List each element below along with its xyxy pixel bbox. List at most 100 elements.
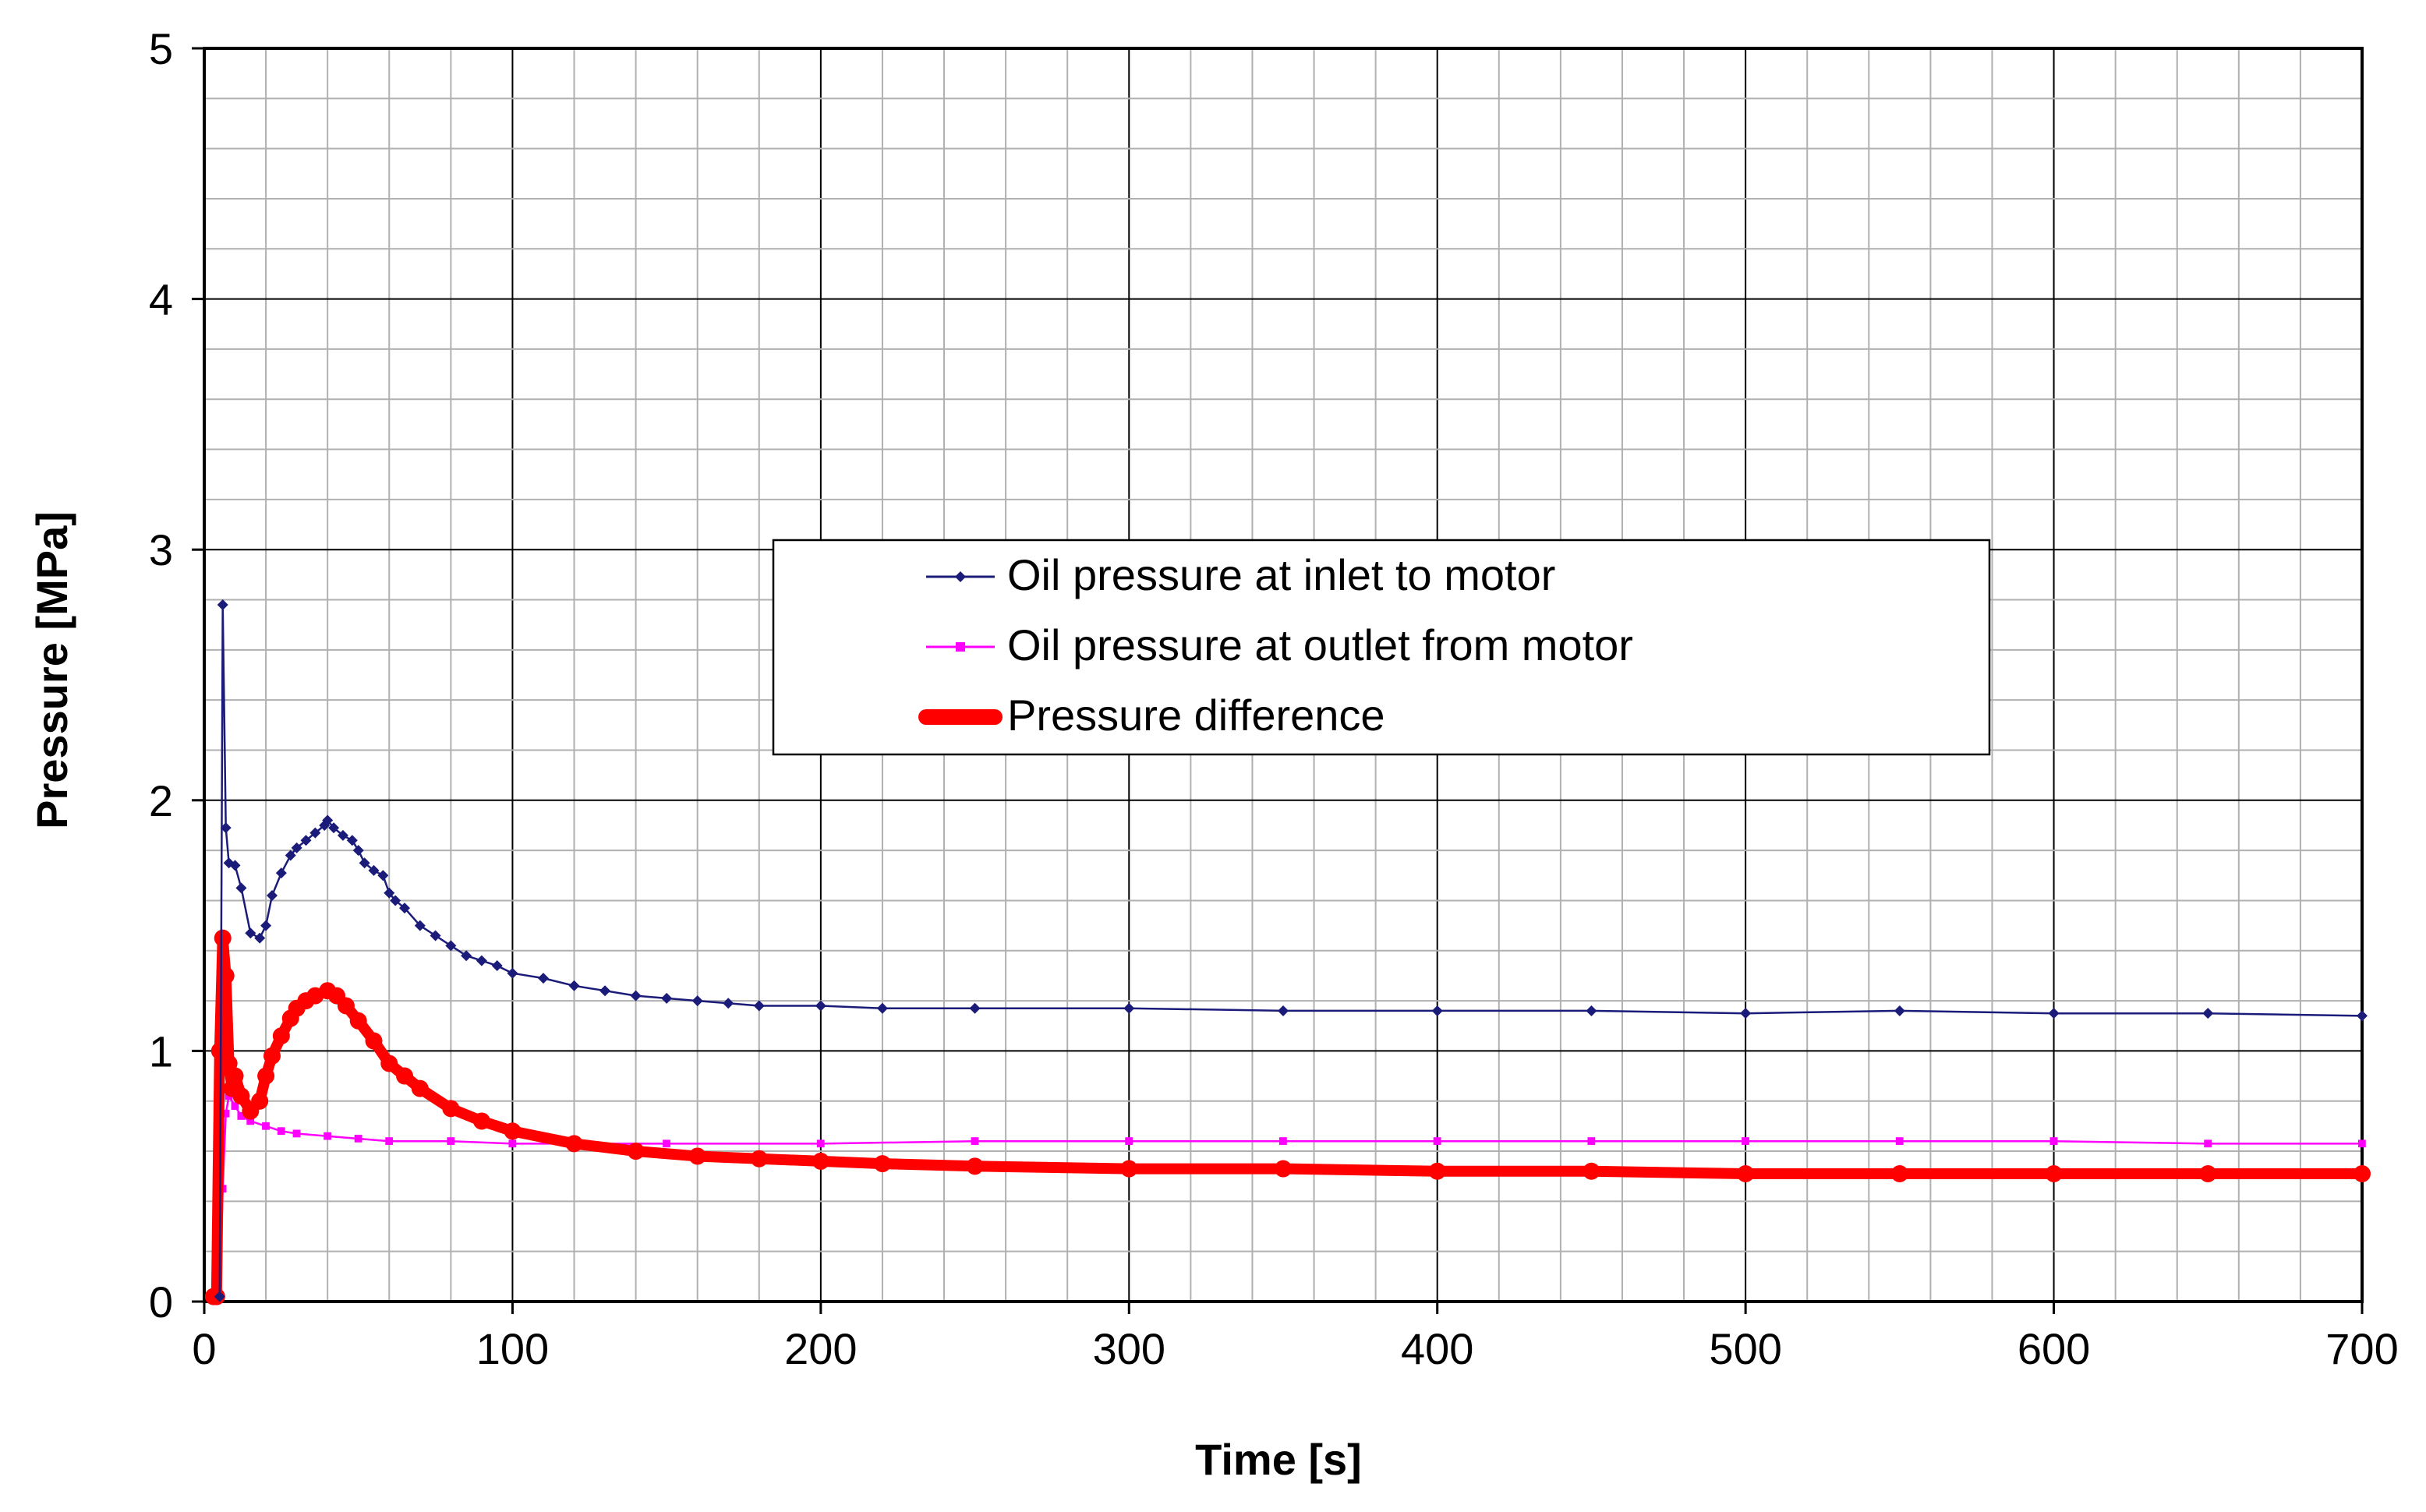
data-point-inlet [359,857,370,869]
data-point-inlet [491,960,503,972]
data-point-outlet [246,1117,255,1125]
data-point-inlet [384,887,395,899]
data-point-inlet [309,827,321,839]
data-point-inlet [352,845,364,857]
data-point-difference [411,1079,429,1097]
data-point-outlet [237,1112,246,1120]
data-point-inlet [568,980,580,991]
data-point-difference [1890,1164,1908,1182]
data-point-outlet [1895,1137,1904,1145]
data-point-inlet [969,1002,981,1014]
data-point-inlet [235,882,247,894]
data-point-inlet [254,932,266,944]
data-point-outlet [1742,1137,1749,1145]
legend-label-difference: Pressure difference [1007,691,1385,740]
data-point-inlet [2048,1008,2060,1019]
legend-marker-outlet-icon [956,642,965,652]
data-series [204,599,2371,1305]
x-tick-label: 200 [784,1324,857,1373]
data-point-inlet [390,895,401,906]
data-point-difference [1583,1162,1600,1180]
x-tick-label: 300 [1093,1324,1165,1373]
data-point-inlet [876,1002,888,1014]
data-point-difference [349,1012,367,1030]
data-point-inlet [414,920,426,931]
data-point-outlet [354,1134,362,1143]
y-tick-label: 0 [149,1277,173,1327]
data-point-outlet [971,1137,979,1145]
data-point-difference [966,1157,984,1175]
series-line-inlet [218,603,2364,1298]
data-point-outlet [262,1122,270,1130]
data-point-inlet [399,903,411,914]
series-inlet [214,599,2368,1302]
x-tick-label: 400 [1401,1324,1473,1373]
data-point-outlet [508,1139,517,1148]
legend-label-outlet: Oil pressure at outlet from motor [1007,620,1633,669]
legend-marker-inlet-icon [955,571,966,582]
legend-entry-outlet: Oil pressure at outlet from motor [926,620,1633,669]
data-point-outlet [277,1127,285,1136]
data-point-difference [217,966,235,984]
data-point-inlet [266,890,278,902]
data-point-inlet [430,930,441,941]
y-axis-title: Pressure [MPa] [27,511,76,829]
data-point-difference [232,1087,250,1105]
y-tick-label: 4 [149,275,173,324]
data-point-inlet [661,992,673,1004]
data-point-inlet [461,950,472,962]
x-tick-label: 600 [2018,1324,2090,1373]
data-point-outlet [2049,1137,2058,1145]
data-point-outlet [231,1102,239,1110]
legend-label-inlet: Oil pressure at inlet to motor [1007,550,1555,599]
data-point-inlet [815,1000,826,1012]
data-point-inlet [337,829,348,841]
data-point-difference [688,1147,706,1165]
data-point-inlet [300,835,312,846]
data-point-difference [442,1100,460,1118]
data-point-inlet [2202,1008,2214,1019]
data-point-difference [472,1112,490,1130]
data-point-difference [396,1067,414,1085]
data-point-inlet [476,955,487,966]
y-tick-label: 1 [149,1026,173,1076]
data-point-inlet [377,870,389,881]
data-point-outlet [447,1137,455,1145]
data-point-inlet [245,927,256,939]
data-point-difference [214,929,232,947]
data-point-inlet [346,835,358,846]
data-point-inlet [1431,1005,1443,1016]
data-point-difference [257,1067,275,1085]
x-tick-label: 500 [1709,1324,1781,1373]
data-point-inlet [1740,1008,1752,1019]
data-point-inlet [537,973,549,984]
data-point-inlet [322,814,334,826]
data-point-difference [1428,1162,1446,1180]
data-point-outlet [1279,1137,1287,1145]
data-point-difference [1120,1160,1138,1178]
chart-legend: Oil pressure at inlet to motor Oil press… [772,539,1991,756]
data-point-difference [812,1152,829,1170]
data-point-difference [2354,1164,2371,1182]
data-point-inlet [599,985,611,997]
legend-entry-inlet: Oil pressure at inlet to motor [926,550,1555,599]
data-point-difference [251,1092,269,1110]
data-point-inlet [229,860,241,871]
data-point-outlet [385,1137,394,1145]
data-point-difference [337,997,355,1015]
data-point-inlet [260,920,272,931]
data-point-difference [263,1047,281,1065]
data-point-inlet [723,998,734,1009]
data-point-inlet [368,864,380,876]
x-tick-label: 700 [2325,1324,2398,1373]
data-point-difference [504,1122,522,1140]
x-tick-label: 100 [476,1324,549,1373]
data-point-difference [627,1143,645,1160]
data-point-inlet [445,940,457,952]
data-point-difference [365,1032,383,1050]
data-point-outlet [221,1109,230,1118]
data-point-difference [2199,1164,2217,1182]
data-point-inlet [1278,1005,1289,1016]
